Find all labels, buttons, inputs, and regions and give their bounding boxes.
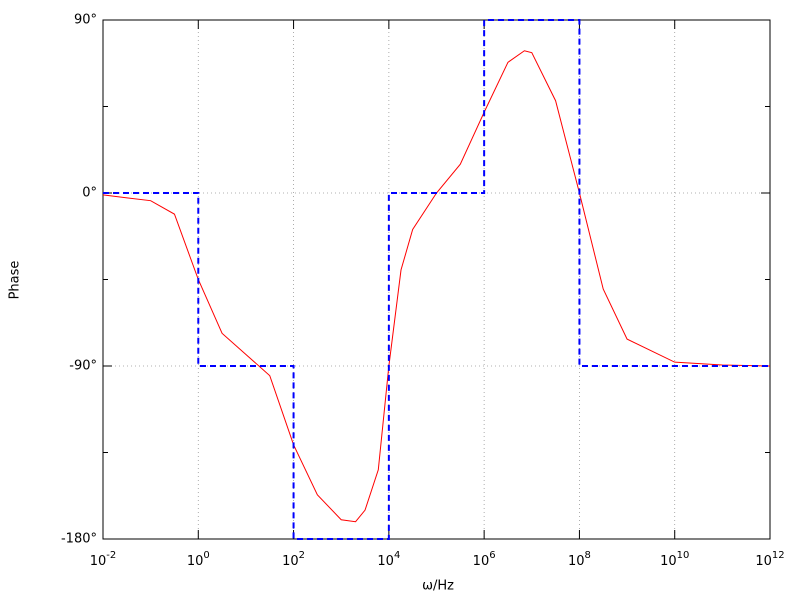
x-tick-base: 10 bbox=[660, 554, 677, 569]
y-tick-label: -90° bbox=[69, 359, 97, 374]
x-tick-power: -2 bbox=[106, 550, 116, 561]
x-tick-base: 10 bbox=[473, 554, 490, 569]
x-tick-power: 0 bbox=[203, 550, 209, 561]
plot-frame bbox=[102, 19, 771, 540]
x-axis-label: ω/Hz bbox=[422, 579, 454, 594]
x-tick-base: 10 bbox=[568, 554, 585, 569]
x-tick-base: 10 bbox=[755, 554, 772, 569]
x-tick-label: 104 bbox=[377, 550, 400, 569]
y-tick-label: 90° bbox=[74, 13, 97, 28]
x-tick-base: 10 bbox=[90, 554, 107, 569]
y-axis-label: Phase bbox=[8, 261, 23, 300]
series-line bbox=[103, 19, 770, 540]
x-tick-base: 10 bbox=[377, 554, 394, 569]
x-tick-base: 10 bbox=[187, 554, 204, 569]
x-tick-label: 10-2 bbox=[90, 550, 117, 569]
x-tick-power: 12 bbox=[772, 550, 785, 561]
x-tick-label: 1012 bbox=[755, 550, 784, 569]
series-line bbox=[102, 50, 771, 523]
x-tick-power: 4 bbox=[394, 550, 400, 561]
y-tick-label: -180° bbox=[61, 532, 97, 547]
x-tick-label: 102 bbox=[282, 550, 305, 569]
x-tick-power: 10 bbox=[677, 550, 690, 561]
x-tick-power: 6 bbox=[489, 550, 495, 561]
x-tick-label: 108 bbox=[568, 550, 591, 569]
x-tick-label: 106 bbox=[473, 550, 496, 569]
x-tick-base: 10 bbox=[282, 554, 299, 569]
y-tick-label: 0° bbox=[82, 186, 97, 201]
x-tick-label: 1010 bbox=[660, 550, 689, 569]
x-tick-power: 8 bbox=[585, 550, 591, 561]
x-tick-power: 2 bbox=[299, 550, 305, 561]
x-tick-label: 100 bbox=[187, 550, 210, 569]
